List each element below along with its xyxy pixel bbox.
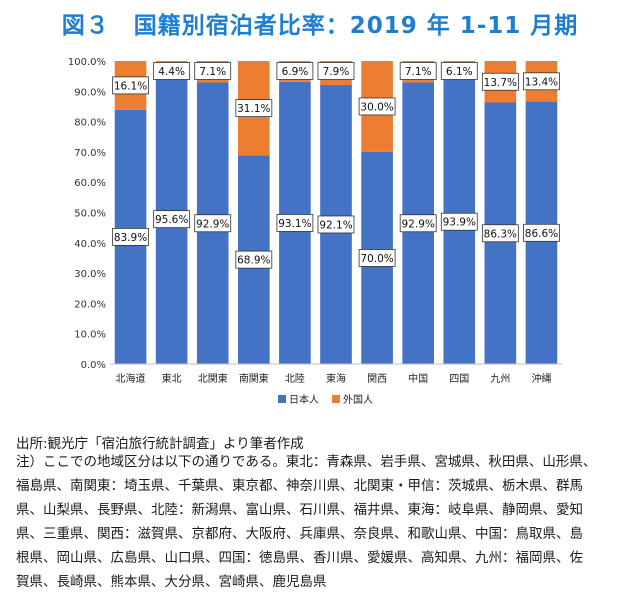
- data-label-foreign: 6.9%: [282, 66, 309, 78]
- data-label-japanese: 68.9%: [237, 255, 270, 267]
- data-label-box: [358, 97, 396, 116]
- data-label-foreign: 31.1%: [237, 103, 270, 115]
- y-tick-label: 10.0%: [74, 330, 106, 341]
- data-label-box: [399, 214, 437, 233]
- data-label-box: [523, 72, 560, 91]
- x-category-label: 関西: [367, 373, 387, 385]
- data-label-box: [112, 227, 149, 246]
- legend-swatch: [278, 395, 286, 403]
- data-label-box: [399, 62, 437, 80]
- data-label-box: [523, 223, 560, 242]
- data-label-foreign: 4.4%: [158, 66, 185, 78]
- x-category-label: 沖縄: [531, 372, 551, 385]
- y-tick-label: 30.0%: [74, 269, 106, 280]
- data-label-box: [481, 224, 519, 243]
- x-category-label: 北関東: [198, 372, 228, 385]
- data-label-box: [194, 62, 232, 80]
- data-label-japanese: 83.9%: [114, 232, 147, 244]
- data-label-foreign: 7.1%: [405, 66, 432, 78]
- figure-title: 図３ 国籍別宿泊者比率：2019 年 1-11 月期: [61, 13, 579, 39]
- x-category-label: 中国: [408, 372, 428, 385]
- data-label-foreign: 7.9%: [323, 66, 350, 78]
- note-line: 根県、岡山県、広島県、山口県、四国：徳島県、香川県、愛媛県、高知県、九州：福岡県…: [16, 550, 583, 566]
- data-label-foreign: 16.1%: [114, 80, 147, 92]
- data-label-box: [317, 62, 355, 80]
- note-line: 県、山梨県、長野県、北陸：新潟県、富山県、石川県、福井県、東海：岐阜県、静岡県、…: [16, 502, 583, 518]
- y-tick-label: 40.0%: [74, 239, 106, 250]
- x-category-label: 北海道: [116, 372, 146, 385]
- region-notes: 注）ここでの地域区分は以下の通りである。東北：青森県、岩手県、宮城県、秋田県、山…: [16, 450, 628, 594]
- x-category-label: 四国: [449, 373, 469, 385]
- y-tick-label: 90.0%: [74, 87, 106, 98]
- x-category-label: 東北: [162, 372, 182, 385]
- data-label-box: [194, 214, 232, 233]
- data-label-foreign: 30.0%: [360, 101, 393, 113]
- legend-label: 日本人: [289, 393, 319, 406]
- data-label-japanese: 92.1%: [319, 219, 352, 231]
- data-label-japanese: 92.9%: [402, 218, 435, 230]
- data-label-box: [440, 62, 478, 80]
- y-tick-label: 70.0%: [74, 148, 106, 159]
- data-label-japanese: 95.6%: [155, 214, 188, 226]
- x-category-label: 北陸: [285, 372, 305, 385]
- x-category-label: 九州: [490, 373, 510, 385]
- y-tick-label: 0.0%: [81, 360, 106, 371]
- x-category-label: 南関東: [239, 372, 269, 385]
- data-label-japanese: 93.1%: [278, 218, 311, 230]
- legend-swatch: [332, 395, 340, 403]
- y-tick-label: 100.0%: [68, 57, 106, 68]
- data-label-box: [276, 62, 314, 80]
- data-label-japanese: 86.6%: [525, 228, 558, 240]
- y-tick-label: 20.0%: [74, 299, 106, 310]
- y-tick-label: 80.0%: [74, 118, 106, 129]
- data-label-box: [112, 76, 149, 95]
- data-label-japanese: 70.0%: [360, 253, 393, 265]
- data-label-japanese: 92.9%: [196, 218, 229, 230]
- data-label-box: [235, 99, 273, 118]
- stacked-bar-chart: 0.0% 10.0% 20.0% 30.0% 40.0% 50.0% 60.0% 70.0% 8…: [68, 57, 562, 406]
- data-label-box: [358, 249, 396, 267]
- y-tick-label: 50.0%: [74, 209, 106, 220]
- data-label-box: [153, 62, 191, 80]
- data-label-foreign: 13.7%: [484, 77, 517, 89]
- note-line: 賀県、長崎県、熊本県、大分県、宮崎県、鹿児島県: [16, 574, 327, 590]
- data-label-box: [481, 72, 519, 91]
- data-label-foreign: 13.4%: [525, 76, 558, 88]
- legend-label: 外国人: [343, 394, 373, 406]
- note-line: 注）ここでの地域区分は以下の通りである。東北：青森県、岩手県、宮城県、秋田県、山…: [16, 454, 597, 470]
- note-line: 県、三重県、関西：滋賀県、京都府、大阪府、兵庫県、奈良県、和歌山県、中国：鳥取県…: [16, 526, 583, 542]
- source-note: 出所:観光庁「宿泊旅行統計調査」より筆者作成: [16, 436, 304, 452]
- x-category-label: 東海: [326, 372, 346, 385]
- data-label-box: [276, 214, 314, 232]
- data-label-foreign: 6.1%: [446, 66, 473, 78]
- y-tick-label: 60.0%: [74, 178, 106, 189]
- data-label-foreign: 7.1%: [199, 66, 226, 78]
- data-label-box: [317, 215, 355, 234]
- data-label-box: [440, 212, 478, 231]
- note-line: 福島県、南関東：埼玉県、千葉県、東京都、神奈川県、北関東・甲信：茨城県、栃木県、…: [16, 478, 583, 494]
- data-label-japanese: 93.9%: [443, 217, 476, 229]
- data-label-box: [235, 250, 273, 269]
- data-label-japanese: 86.3%: [484, 228, 517, 240]
- data-label-box: [153, 210, 191, 229]
